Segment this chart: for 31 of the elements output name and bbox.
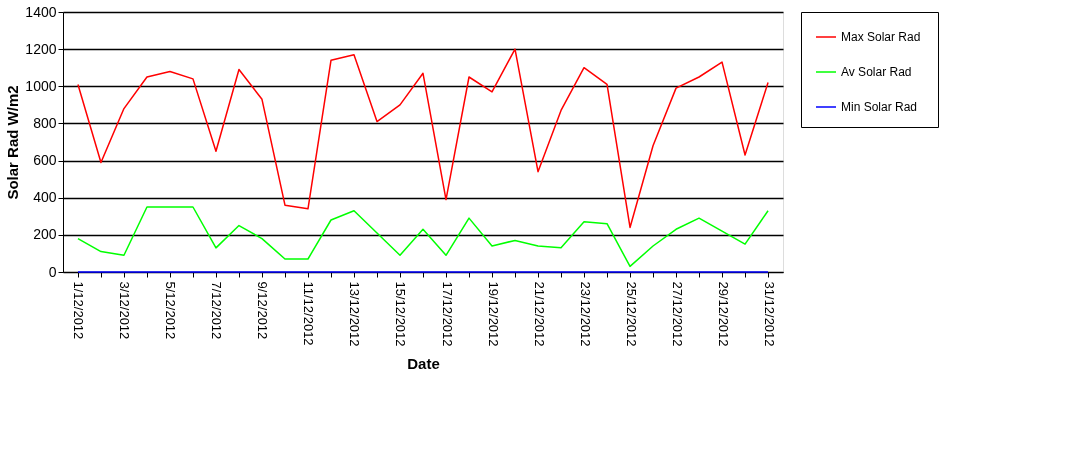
legend-label: Max Solar Rad — [841, 30, 921, 44]
line-series — [77, 48, 769, 229]
x-axis-title: Date — [407, 354, 440, 372]
x-tick-label: 13/12/2012 — [347, 281, 363, 347]
line-series — [77, 206, 769, 268]
x-tick-label: 11/12/2012 — [301, 281, 317, 346]
x-tick-label: 5/12/2012 — [163, 281, 179, 340]
legend-label: Av Solar Rad — [841, 65, 912, 79]
x-tick-label: 21/12/2012 — [531, 281, 547, 347]
x-tick-label: 19/12/2012 — [485, 281, 501, 347]
x-tick-label: 9/12/2012 — [255, 281, 271, 340]
y-tick-label: 200 — [33, 226, 57, 243]
x-tick-label: 17/12/2012 — [439, 281, 455, 347]
x-tick-label: 25/12/2012 — [623, 281, 639, 347]
x-tick-label: 3/12/2012 — [117, 281, 133, 340]
y-tick-label: 1400 — [25, 3, 57, 20]
x-tick-label: 23/12/2012 — [577, 281, 593, 347]
legend-label: Min Solar Rad — [841, 100, 918, 114]
y-tick-label: 1200 — [25, 40, 57, 57]
y-tick-label: 800 — [33, 114, 57, 131]
y-tick-label: 1000 — [25, 77, 57, 94]
x-tick-label: 29/12/2012 — [715, 281, 731, 347]
x-tick-label: 31/12/2012 — [761, 281, 777, 347]
x-tick-label: 27/12/2012 — [669, 281, 685, 347]
x-tick-label: 7/12/2012 — [209, 281, 225, 340]
x-tick-label: 1/12/2012 — [71, 281, 87, 340]
y-tick-label: 400 — [33, 189, 57, 206]
y-axis-title: Solar Rad W/m2 — [4, 85, 22, 200]
x-tick-label: 15/12/2012 — [393, 281, 409, 347]
y-tick-label: 0 — [48, 263, 57, 280]
y-tick-label: 600 — [33, 152, 57, 169]
